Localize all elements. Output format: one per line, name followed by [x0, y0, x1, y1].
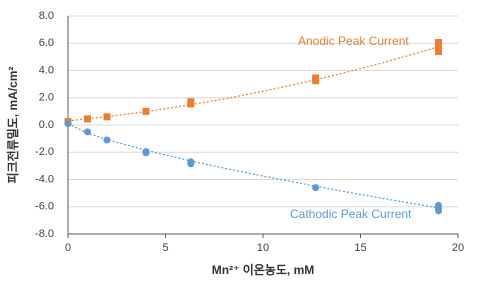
y-tick-label: -8.0: [35, 228, 54, 240]
y-tick-label: 0.0: [39, 119, 54, 131]
x-tick-label: 20: [452, 242, 464, 254]
x-tick-label: 10: [257, 242, 269, 254]
point: [103, 113, 111, 121]
x-axis-title: Mn²⁺ 이온농도, mM: [212, 262, 315, 277]
series-label: Anodic Peak Current: [298, 34, 409, 48]
trendline: [67, 46, 439, 122]
trendline: [67, 123, 439, 209]
x-tick-label: 0: [65, 242, 71, 254]
y-axis-title: 피크전류밀도, mA/cm²: [5, 67, 20, 184]
y-tick-label: -6.0: [35, 201, 54, 213]
point: [312, 184, 320, 192]
x-tick-label: 5: [162, 242, 168, 254]
y-tick-label: 8.0: [39, 10, 54, 22]
point: [84, 115, 91, 123]
point: [435, 39, 442, 47]
x-tick-label: 15: [354, 242, 366, 254]
y-tick-label: 6.0: [39, 37, 54, 49]
series-label: Cathodic Peak Current: [290, 207, 412, 221]
point: [435, 47, 442, 55]
point: [187, 98, 195, 106]
y-tick-label: -2.0: [35, 146, 54, 158]
point: [84, 128, 91, 136]
point: [312, 74, 320, 82]
point: [64, 120, 72, 128]
point: [103, 136, 111, 144]
y-tick-label: 4.0: [39, 64, 54, 76]
y-tick-label: 2.0: [39, 92, 54, 104]
point: [142, 149, 150, 157]
point: [435, 207, 442, 215]
y-tick-label: -4.0: [35, 173, 54, 185]
point: [187, 160, 195, 168]
point: [142, 107, 150, 115]
